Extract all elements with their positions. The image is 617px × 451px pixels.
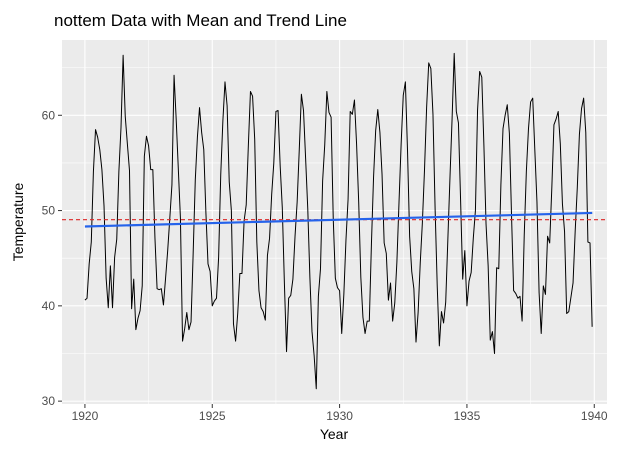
series-layer <box>62 52 607 390</box>
y-axis: 30 40 50 60 <box>42 108 62 408</box>
y-tick-label: 30 <box>42 394 56 408</box>
trend-line <box>84 211 593 228</box>
x-axis: 1920 1925 1930 1935 1940 <box>72 404 608 423</box>
y-tick-label: 60 <box>42 108 56 122</box>
y-tick-label: 50 <box>42 204 56 218</box>
x-tick-label: 1935 <box>454 409 481 423</box>
plot-panel <box>62 40 607 404</box>
x-tick-label: 1925 <box>199 409 226 423</box>
y-tick-label: 40 <box>42 299 56 313</box>
y-axis-title: Temperature <box>10 182 26 261</box>
x-tick-label: 1940 <box>581 409 608 423</box>
x-tick-label: 1930 <box>326 409 353 423</box>
x-tick-label: 1920 <box>72 409 99 423</box>
chart-title: nottem Data with Mean and Trend Line <box>54 11 347 30</box>
x-axis-title: Year <box>320 426 349 442</box>
